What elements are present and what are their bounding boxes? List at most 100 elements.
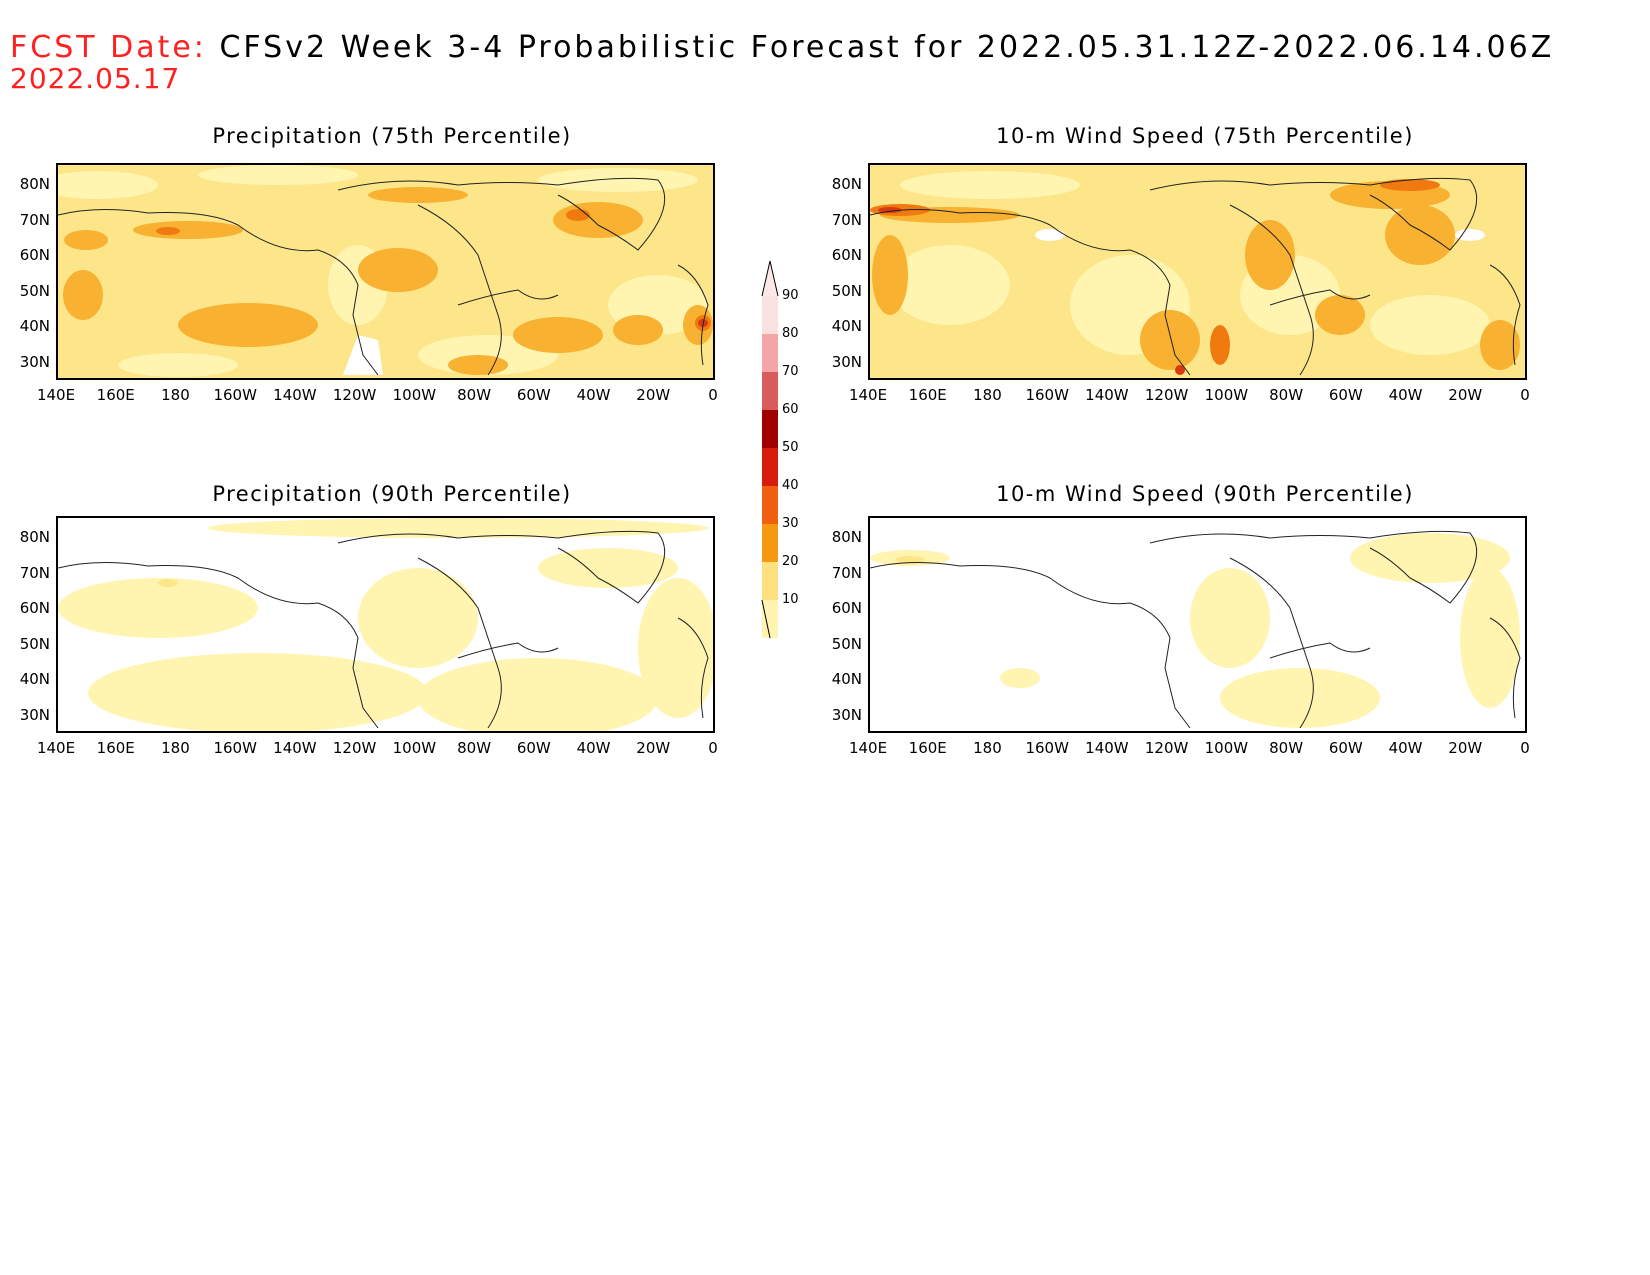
colorbar-swatch <box>762 600 778 638</box>
colorbar-tick-label: 30 <box>782 516 799 531</box>
precip-75-lon-label: 80W <box>457 386 492 404</box>
wind-90-lon-label: 160W <box>1025 739 1069 757</box>
wind-75-lon-label: 80W <box>1269 386 1304 404</box>
precip-75-lon-label: 160E <box>96 386 135 404</box>
precip-75-lon-label: 140W <box>273 386 317 404</box>
wind-90-lat-label: 40N <box>831 670 862 688</box>
wind-90-lon-label: 0 <box>1520 739 1530 757</box>
precip-90-lat-label: 30N <box>19 705 50 724</box>
precip-75-lon-label: 140E <box>36 386 76 404</box>
panel-title-wind-90: 10-m Wind Speed (90th Percentile) <box>996 482 1414 506</box>
colorbar-top-triangle <box>761 260 779 297</box>
wind-90-lon-label: 60W <box>1328 739 1363 757</box>
wind-75-lon-label: 140W <box>1085 386 1129 404</box>
precip-90-lon-label: 100W <box>392 739 437 757</box>
precip-90-lat-label: 80N <box>19 528 50 546</box>
wind-90-lon-label: 100W <box>1204 739 1249 757</box>
wind-75-lon-label: 0 <box>1520 386 1530 404</box>
map-precip-90-shading <box>58 518 713 731</box>
panel-title-precip-75: Precipitation (75th Percentile) <box>212 124 572 148</box>
wind-90-lat-label: 60N <box>831 599 862 617</box>
colorbar-tick-label: 70 <box>782 364 799 379</box>
colorbar-swatch <box>762 410 778 448</box>
wind-75-lat-label: 50N <box>831 281 862 300</box>
colorbar-tick-label: 40 <box>782 478 799 493</box>
precip-90-lat-label: 70N <box>19 563 50 582</box>
precip-75-lat-label: 70N <box>19 210 50 229</box>
colorbar-swatch <box>762 334 778 372</box>
precip-90-lon-label: 20W <box>636 739 671 757</box>
wind-75-lon-label: 140E <box>848 386 888 404</box>
precip-90-lat-label: 40N <box>19 670 50 688</box>
wind-75-lat-label: 30N <box>831 352 862 371</box>
precip-75-lon-label: 100W <box>392 386 437 404</box>
precip-75-lat-label: 60N <box>19 246 50 264</box>
wind-90-lat-label: 30N <box>831 705 862 724</box>
wind-75-lon-label: 160W <box>1025 386 1069 404</box>
precip-90-lon-label: 40W <box>576 739 611 757</box>
precip-90-lon-label: 60W <box>516 739 551 757</box>
precip-90-lon-label: 80W <box>457 739 492 757</box>
wind-90-lon-label: 180 <box>973 739 1002 757</box>
wind-75-lon-label: 20W <box>1448 386 1483 404</box>
wind-75-lon-label: 180 <box>973 386 1002 404</box>
wind-90-lat-label: 70N <box>831 563 862 582</box>
wind-90-lat-label: 50N <box>831 634 862 653</box>
precip-75-lon-label: 20W <box>636 386 671 404</box>
wind-90-lon-label: 140W <box>1085 739 1129 757</box>
map-wind-75 <box>868 163 1527 380</box>
precip-75-lat-label: 50N <box>19 281 50 300</box>
wind-75-lat-label: 40N <box>831 317 862 335</box>
wind-75-lat-label: 80N <box>831 175 862 193</box>
map-precip-75 <box>56 163 715 380</box>
colorbar-tick-label: 50 <box>782 440 799 455</box>
header-title-line: FCST Date: CFSv2 Week 3-4 Probabilistic … <box>10 30 1554 65</box>
precip-75-lon-label: 0 <box>708 386 718 404</box>
wind-75-lon-label: 120W <box>1144 386 1189 404</box>
precip-90-lon-label: 0 <box>708 739 718 757</box>
map-precip-90 <box>56 516 715 733</box>
colorbar-tick-label: 10 <box>782 592 799 607</box>
colorbar-swatch <box>762 524 778 562</box>
wind-90-lon-label: 20W <box>1448 739 1483 757</box>
wind-90-lon-label: 140E <box>848 739 888 757</box>
wind-75-lat-label: 60N <box>831 246 862 264</box>
colorbar-swatch <box>762 448 778 486</box>
precip-75-lon-label: 180 <box>161 386 190 404</box>
forecast-title: CFSv2 Week 3-4 Probabilistic Forecast fo… <box>219 30 1555 65</box>
precip-90-lon-label: 160W <box>213 739 257 757</box>
panel-title-wind-75: 10-m Wind Speed (75th Percentile) <box>996 124 1414 148</box>
precip-90-lon-label: 160E <box>96 739 135 757</box>
wind-75-lon-label: 160E <box>908 386 947 404</box>
precip-75-lat-label: 80N <box>19 175 50 193</box>
map-wind-75-shading <box>870 171 1521 376</box>
precip-75-lon-label: 120W <box>332 386 377 404</box>
colorbar-swatch <box>762 296 778 334</box>
precip-90-lon-label: 120W <box>332 739 377 757</box>
colorbar <box>761 260 779 639</box>
wind-75-lon-label: 100W <box>1204 386 1249 404</box>
panel-title-precip-90: Precipitation (90th Percentile) <box>212 482 572 506</box>
wind-90-lon-label: 160E <box>908 739 947 757</box>
precip-75-lon-label: 40W <box>576 386 611 404</box>
fcst-date-label: FCST Date: <box>10 30 207 65</box>
precip-90-lat-label: 50N <box>19 634 50 653</box>
wind-75-lon-label: 60W <box>1328 386 1363 404</box>
precip-75-lat-label: 40N <box>19 317 50 335</box>
map-precip-75-shading <box>58 165 713 377</box>
wind-75-lon-label: 40W <box>1388 386 1423 404</box>
colorbar-swatch <box>762 486 778 524</box>
precip-75-lon-label: 160W <box>213 386 257 404</box>
wind-90-lat-label: 80N <box>831 528 862 546</box>
map-wind-90 <box>868 516 1527 733</box>
wind-90-lon-label: 120W <box>1144 739 1189 757</box>
colorbar-tick-label: 20 <box>782 554 799 569</box>
precip-75-lon-label: 60W <box>516 386 551 404</box>
colorbar-bottom-tail <box>761 599 771 639</box>
colorbar-tick-label: 90 <box>782 288 799 303</box>
wind-90-lon-label: 80W <box>1269 739 1304 757</box>
precip-90-lon-label: 140W <box>273 739 317 757</box>
colorbar-tick-label: 60 <box>782 402 799 417</box>
colorbar-swatch <box>762 562 778 600</box>
wind-90-lon-label: 40W <box>1388 739 1423 757</box>
